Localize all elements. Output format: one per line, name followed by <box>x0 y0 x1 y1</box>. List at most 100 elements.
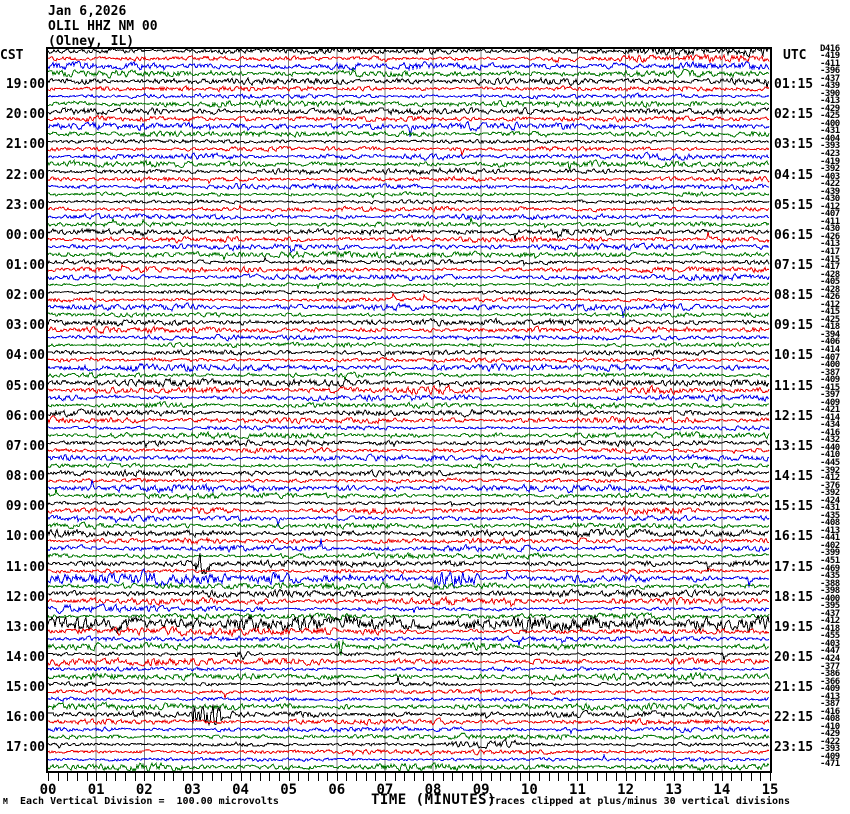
dc-offset-value: -439 <box>820 81 840 92</box>
dc-offset-value: -451 <box>820 556 840 566</box>
dc-offset-value: -396 <box>820 66 840 77</box>
minor-tick <box>452 773 454 781</box>
dc-offset-value: -417 <box>820 246 840 257</box>
minor-tick <box>654 773 656 781</box>
minute-tick-label: 08 <box>424 782 442 798</box>
seismo-trace <box>48 552 770 575</box>
cst-hour-label: 15:00 <box>5 680 45 696</box>
minor-tick <box>394 773 396 781</box>
cst-hour-label: 00:00 <box>5 227 45 243</box>
watermark-glyph: M <box>3 797 8 806</box>
seismo-trace <box>48 204 770 213</box>
minor-tick <box>259 773 261 781</box>
dc-offset-value: -408 <box>820 714 840 725</box>
minor-tick <box>760 773 762 781</box>
dc-offset-value: -428 <box>820 284 840 295</box>
minor-tick <box>86 773 88 781</box>
minor-tick <box>404 773 406 781</box>
minor-tick <box>384 773 386 781</box>
seismo-trace <box>48 227 770 241</box>
dc-offset-value: -429 <box>820 103 840 114</box>
dc-offset-value: -394 <box>820 329 840 340</box>
minor-tick <box>365 773 367 781</box>
dc-offset-value: -413 <box>820 691 840 702</box>
minor-tick <box>529 773 531 781</box>
minor-tick <box>683 773 685 781</box>
seismo-trace <box>48 317 769 327</box>
seismo-trace <box>48 114 770 123</box>
minor-tick <box>240 773 242 781</box>
utc-hour-label: 04:15 <box>774 167 814 183</box>
seismo-trace <box>48 748 770 757</box>
minor-tick <box>635 773 637 781</box>
dc-offset-value: -424 <box>820 495 840 506</box>
utc-hour-label: 05:15 <box>774 197 814 213</box>
cst-hour-label: 09:00 <box>5 499 45 515</box>
dc-offset-value: -405 <box>820 277 840 288</box>
dc-offset-value: -445 <box>820 458 840 469</box>
minute-tick-label: 00 <box>39 782 57 798</box>
dc-offset-value: -430 <box>820 194 840 205</box>
minute-tick-label: 12 <box>617 782 635 798</box>
seismo-trace <box>48 159 770 169</box>
dc-offset-value: -422 <box>820 179 840 190</box>
seismo-trace <box>48 145 770 156</box>
seismo-trace <box>48 704 770 727</box>
dc-offset-value: -431 <box>820 503 840 514</box>
minor-tick <box>346 773 348 781</box>
seismo-trace <box>48 500 770 507</box>
seismo-trace <box>48 67 770 79</box>
utc-hour-label: 12:15 <box>774 408 814 424</box>
dc-offset-value: -390 <box>820 88 840 99</box>
minute-tick-label: 10 <box>520 782 538 798</box>
minor-tick <box>375 773 377 781</box>
seismo-trace <box>48 676 770 688</box>
minor-tick <box>230 773 232 781</box>
minor-tick <box>510 773 512 781</box>
minor-tick <box>125 773 126 781</box>
seismo-trace <box>48 106 770 117</box>
seismo-trace <box>48 581 770 591</box>
seismo-trace <box>48 479 770 494</box>
minute-tick-label: 14 <box>713 782 731 798</box>
dc-offset-value: -416 <box>820 706 840 717</box>
dc-offset-value: -366 <box>820 676 840 687</box>
minor-tick <box>307 773 309 781</box>
minor-tick <box>500 773 502 781</box>
dc-offset-value: -471 <box>820 759 840 770</box>
minor-tick <box>211 773 213 781</box>
seismo-trace <box>48 325 770 335</box>
seismo-trace <box>48 49 770 58</box>
dc-offset-value: -421 <box>820 405 840 416</box>
utc-hour-label: 06:15 <box>774 227 814 243</box>
seismo-trace <box>48 468 770 478</box>
minor-tick <box>153 773 155 781</box>
utc-hour-label: 01:15 <box>774 77 814 93</box>
seismo-trace <box>48 217 770 229</box>
minute-tick-label: 09 <box>472 782 490 798</box>
dc-offset-value: -386 <box>820 669 840 680</box>
cst-hour-label: 05:00 <box>5 378 45 394</box>
dc-offset-value: -393 <box>820 141 840 152</box>
dc-offset-value: -419 <box>820 156 840 167</box>
minute-tick-label: 15 <box>761 782 779 798</box>
seismo-trace <box>48 696 770 703</box>
utc-hour-label: 07:15 <box>774 258 814 274</box>
minor-tick <box>134 773 136 781</box>
seismo-trace <box>48 212 770 221</box>
seismo-trace <box>48 348 770 357</box>
seismogram-canvas <box>48 49 770 771</box>
utc-hour-label: 21:15 <box>774 680 814 696</box>
seismo-trace <box>48 76 770 89</box>
seismo-trace <box>48 625 770 638</box>
minor-tick <box>712 773 714 781</box>
dc-offset-value: -392 <box>820 488 840 499</box>
dc-offset-value: -400 <box>820 593 840 604</box>
minute-tick-label: 11 <box>569 782 586 798</box>
seismo-trace <box>48 92 770 100</box>
dc-offset-value: -399 <box>820 548 840 559</box>
seismo-trace <box>48 393 770 403</box>
seismo-trace <box>48 438 770 449</box>
utc-hour-label: 10:15 <box>774 348 814 364</box>
cst-hour-label: 11:00 <box>5 559 45 575</box>
